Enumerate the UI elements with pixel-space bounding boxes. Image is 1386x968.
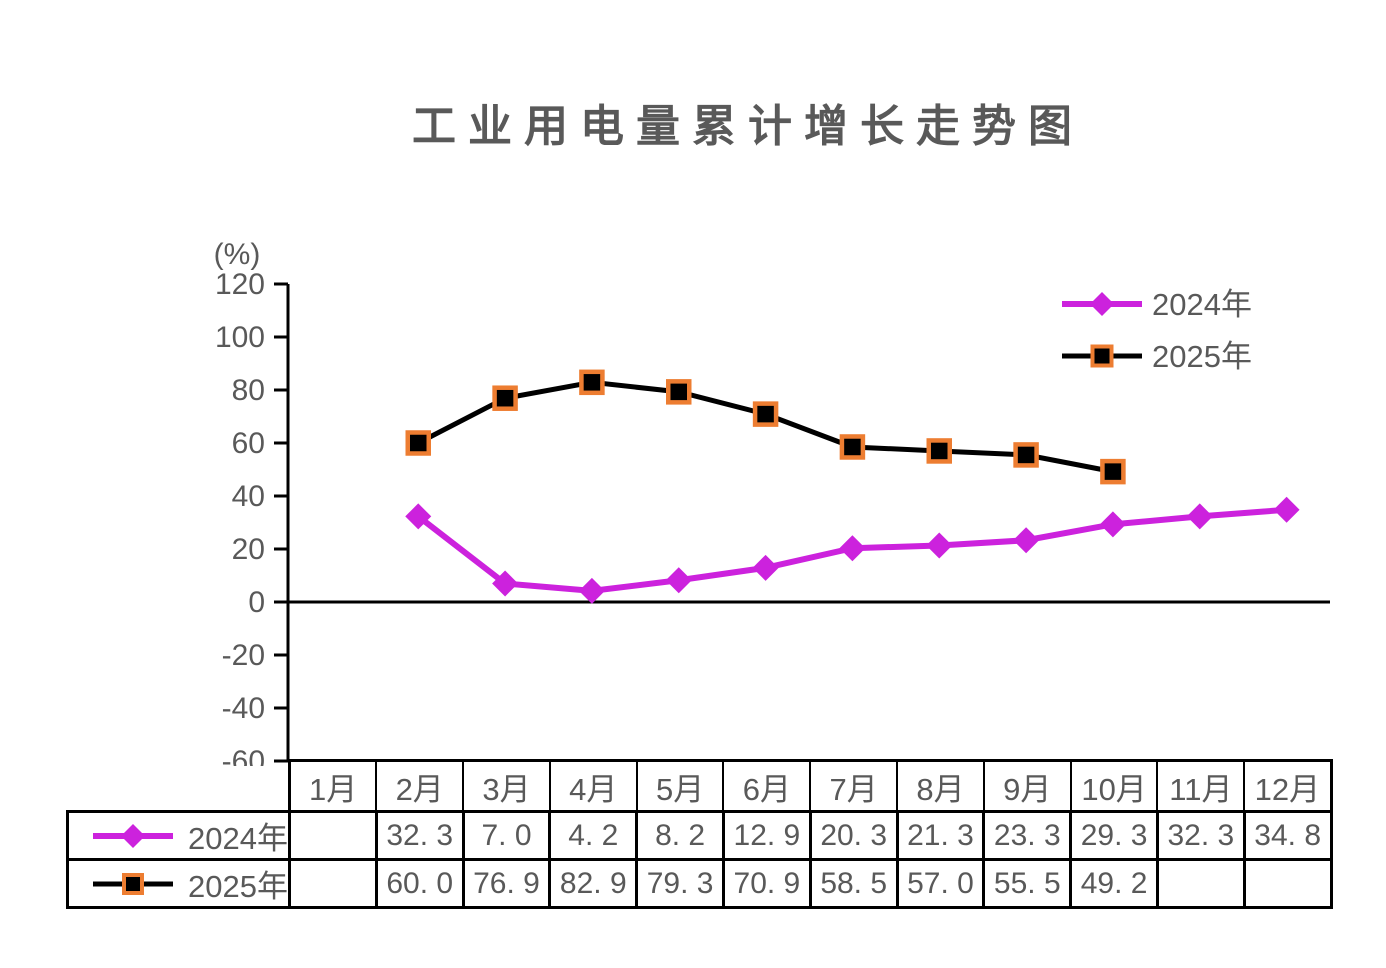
diamond-marker xyxy=(752,554,779,581)
value-cell xyxy=(288,858,378,909)
diamond-marker xyxy=(405,503,432,530)
y-tick-label: 120 xyxy=(215,268,265,301)
month-header: 5月 xyxy=(635,759,725,813)
month-header: 1月 xyxy=(288,759,378,813)
month-header: 6月 xyxy=(722,759,812,813)
value-cell: 82. 9 xyxy=(548,858,639,909)
value-cell: 12. 9 xyxy=(721,810,812,861)
square-marker xyxy=(405,430,431,456)
legend-square-icon xyxy=(1090,344,1114,368)
diamond-marker xyxy=(492,570,519,597)
diamond-marker xyxy=(1273,496,1300,523)
label-diamond-icon xyxy=(121,823,145,848)
table-row: 2024年 32. 3 7. 0 4. 2 8. 2 12. 9 20. 3 21. 3 23.… xyxy=(66,810,1333,861)
legend-label: 2025年 xyxy=(1152,339,1252,374)
value-cell: 32. 3 xyxy=(374,810,465,861)
y-tick-label: -20 xyxy=(222,639,265,672)
diamond-marker xyxy=(839,535,866,562)
legend-item-2024年: 2024年 xyxy=(1062,287,1252,322)
month-header: 11月 xyxy=(1156,759,1246,813)
month-header: 9月 xyxy=(982,759,1072,813)
diamond-marker xyxy=(1013,527,1040,554)
trend-chart-svg: (%)120 100 80 60 40 20 0 -20 -40 -60 2024年 2025年 xyxy=(214,238,1330,766)
month-header: 2月 xyxy=(375,759,465,813)
table-corner xyxy=(68,761,290,812)
month-header-row: 1月 2月 3月 4月 5月 6月 7月 8月 9月 10月 11月 12月 xyxy=(68,759,1333,813)
value-cell: 49. 2 xyxy=(1069,858,1159,909)
series-2024-line-icon xyxy=(93,823,173,848)
y-tick-label: 0 xyxy=(248,586,265,619)
label-square-icon xyxy=(122,872,144,895)
square-marker xyxy=(1100,458,1126,485)
value-cell xyxy=(1242,858,1333,909)
table-row: 2025年 60. 0 76. 9 82. 9 79. 3 70. 9 58. 5 57. 0… xyxy=(66,858,1333,909)
month-header: 3月 xyxy=(462,759,551,813)
y-tick-label: 80 xyxy=(232,374,265,407)
diamond-marker xyxy=(665,567,692,594)
value-cell: 7. 0 xyxy=(461,810,552,861)
value-cell: 57. 0 xyxy=(895,858,986,909)
series-2025年 xyxy=(405,369,1126,485)
y-tick-label: 20 xyxy=(232,533,265,566)
diamond-marker xyxy=(1099,511,1126,538)
diamond-marker xyxy=(578,577,605,604)
value-cell: 21. 3 xyxy=(895,810,986,861)
value-cell: 4. 2 xyxy=(548,810,639,861)
square-marker xyxy=(839,434,866,460)
square-marker xyxy=(492,385,518,411)
value-cell: 29. 3 xyxy=(1069,810,1159,861)
square-marker xyxy=(752,401,779,427)
series-2024年 xyxy=(405,496,1300,604)
value-cell: 32. 3 xyxy=(1155,810,1246,861)
value-cell: 58. 5 xyxy=(808,858,899,909)
y-tick-label: 100 xyxy=(215,321,265,354)
y-axis-unit-label: (%) xyxy=(214,238,261,271)
data-table: 1月 2月 3月 4月 5月 6月 7月 8月 9月 10月 11月 12月 2024年 32. 3 7. … xyxy=(66,759,1333,909)
legend-label: 2024年 xyxy=(1152,287,1252,322)
value-cell: 79. 3 xyxy=(635,858,725,909)
diamond-marker xyxy=(926,532,953,559)
value-cell: 34. 8 xyxy=(1242,810,1333,861)
value-cell: 8. 2 xyxy=(635,810,725,861)
series-label-cell: 2025年 xyxy=(66,858,291,909)
value-cell: 60. 0 xyxy=(374,858,465,909)
square-marker xyxy=(579,369,605,396)
value-cell: 55. 5 xyxy=(982,858,1073,909)
value-cell: 76. 9 xyxy=(461,858,552,909)
y-tick-label: -60 xyxy=(222,745,265,766)
diamond-marker xyxy=(1186,503,1213,530)
month-header: 10月 xyxy=(1069,759,1159,813)
legend-item-2025年: 2025年 xyxy=(1062,339,1252,374)
square-marker xyxy=(1013,442,1039,468)
value-cell: 20. 3 xyxy=(808,810,899,861)
y-tick-label: 60 xyxy=(232,427,265,460)
square-marker xyxy=(666,379,692,405)
y-axis: 120 100 80 60 40 20 0 -20 -40 -60 xyxy=(215,268,290,766)
page-title: 工业用电量累计增长走势图 xyxy=(412,102,1084,151)
series-label-text: 2024年 xyxy=(188,821,288,856)
square-marker xyxy=(926,438,952,464)
value-cell: 23. 3 xyxy=(982,810,1073,861)
series-label-cell: 2024年 xyxy=(66,810,291,861)
month-header: 4月 xyxy=(548,759,638,813)
y-tick-label: 40 xyxy=(232,480,265,513)
value-cell: 70. 9 xyxy=(721,858,812,909)
data-table-wrapper: 1月 2月 3月 4月 5月 6月 7月 8月 9月 10月 11月 12月 2024年 32. 3 7. … xyxy=(66,759,1333,909)
month-header: 7月 xyxy=(809,759,899,813)
series-2025-line-icon xyxy=(93,872,173,895)
series-line xyxy=(417,379,1114,475)
month-header: 8月 xyxy=(896,759,985,813)
value-cell xyxy=(288,810,378,861)
month-header: 12月 xyxy=(1243,759,1333,813)
legend-diamond-icon xyxy=(1090,292,1114,316)
legend: 2024年 2025年 xyxy=(1062,287,1252,374)
series-label-text: 2025年 xyxy=(188,869,288,904)
value-cell xyxy=(1155,858,1246,909)
y-tick-label: -40 xyxy=(222,692,265,725)
